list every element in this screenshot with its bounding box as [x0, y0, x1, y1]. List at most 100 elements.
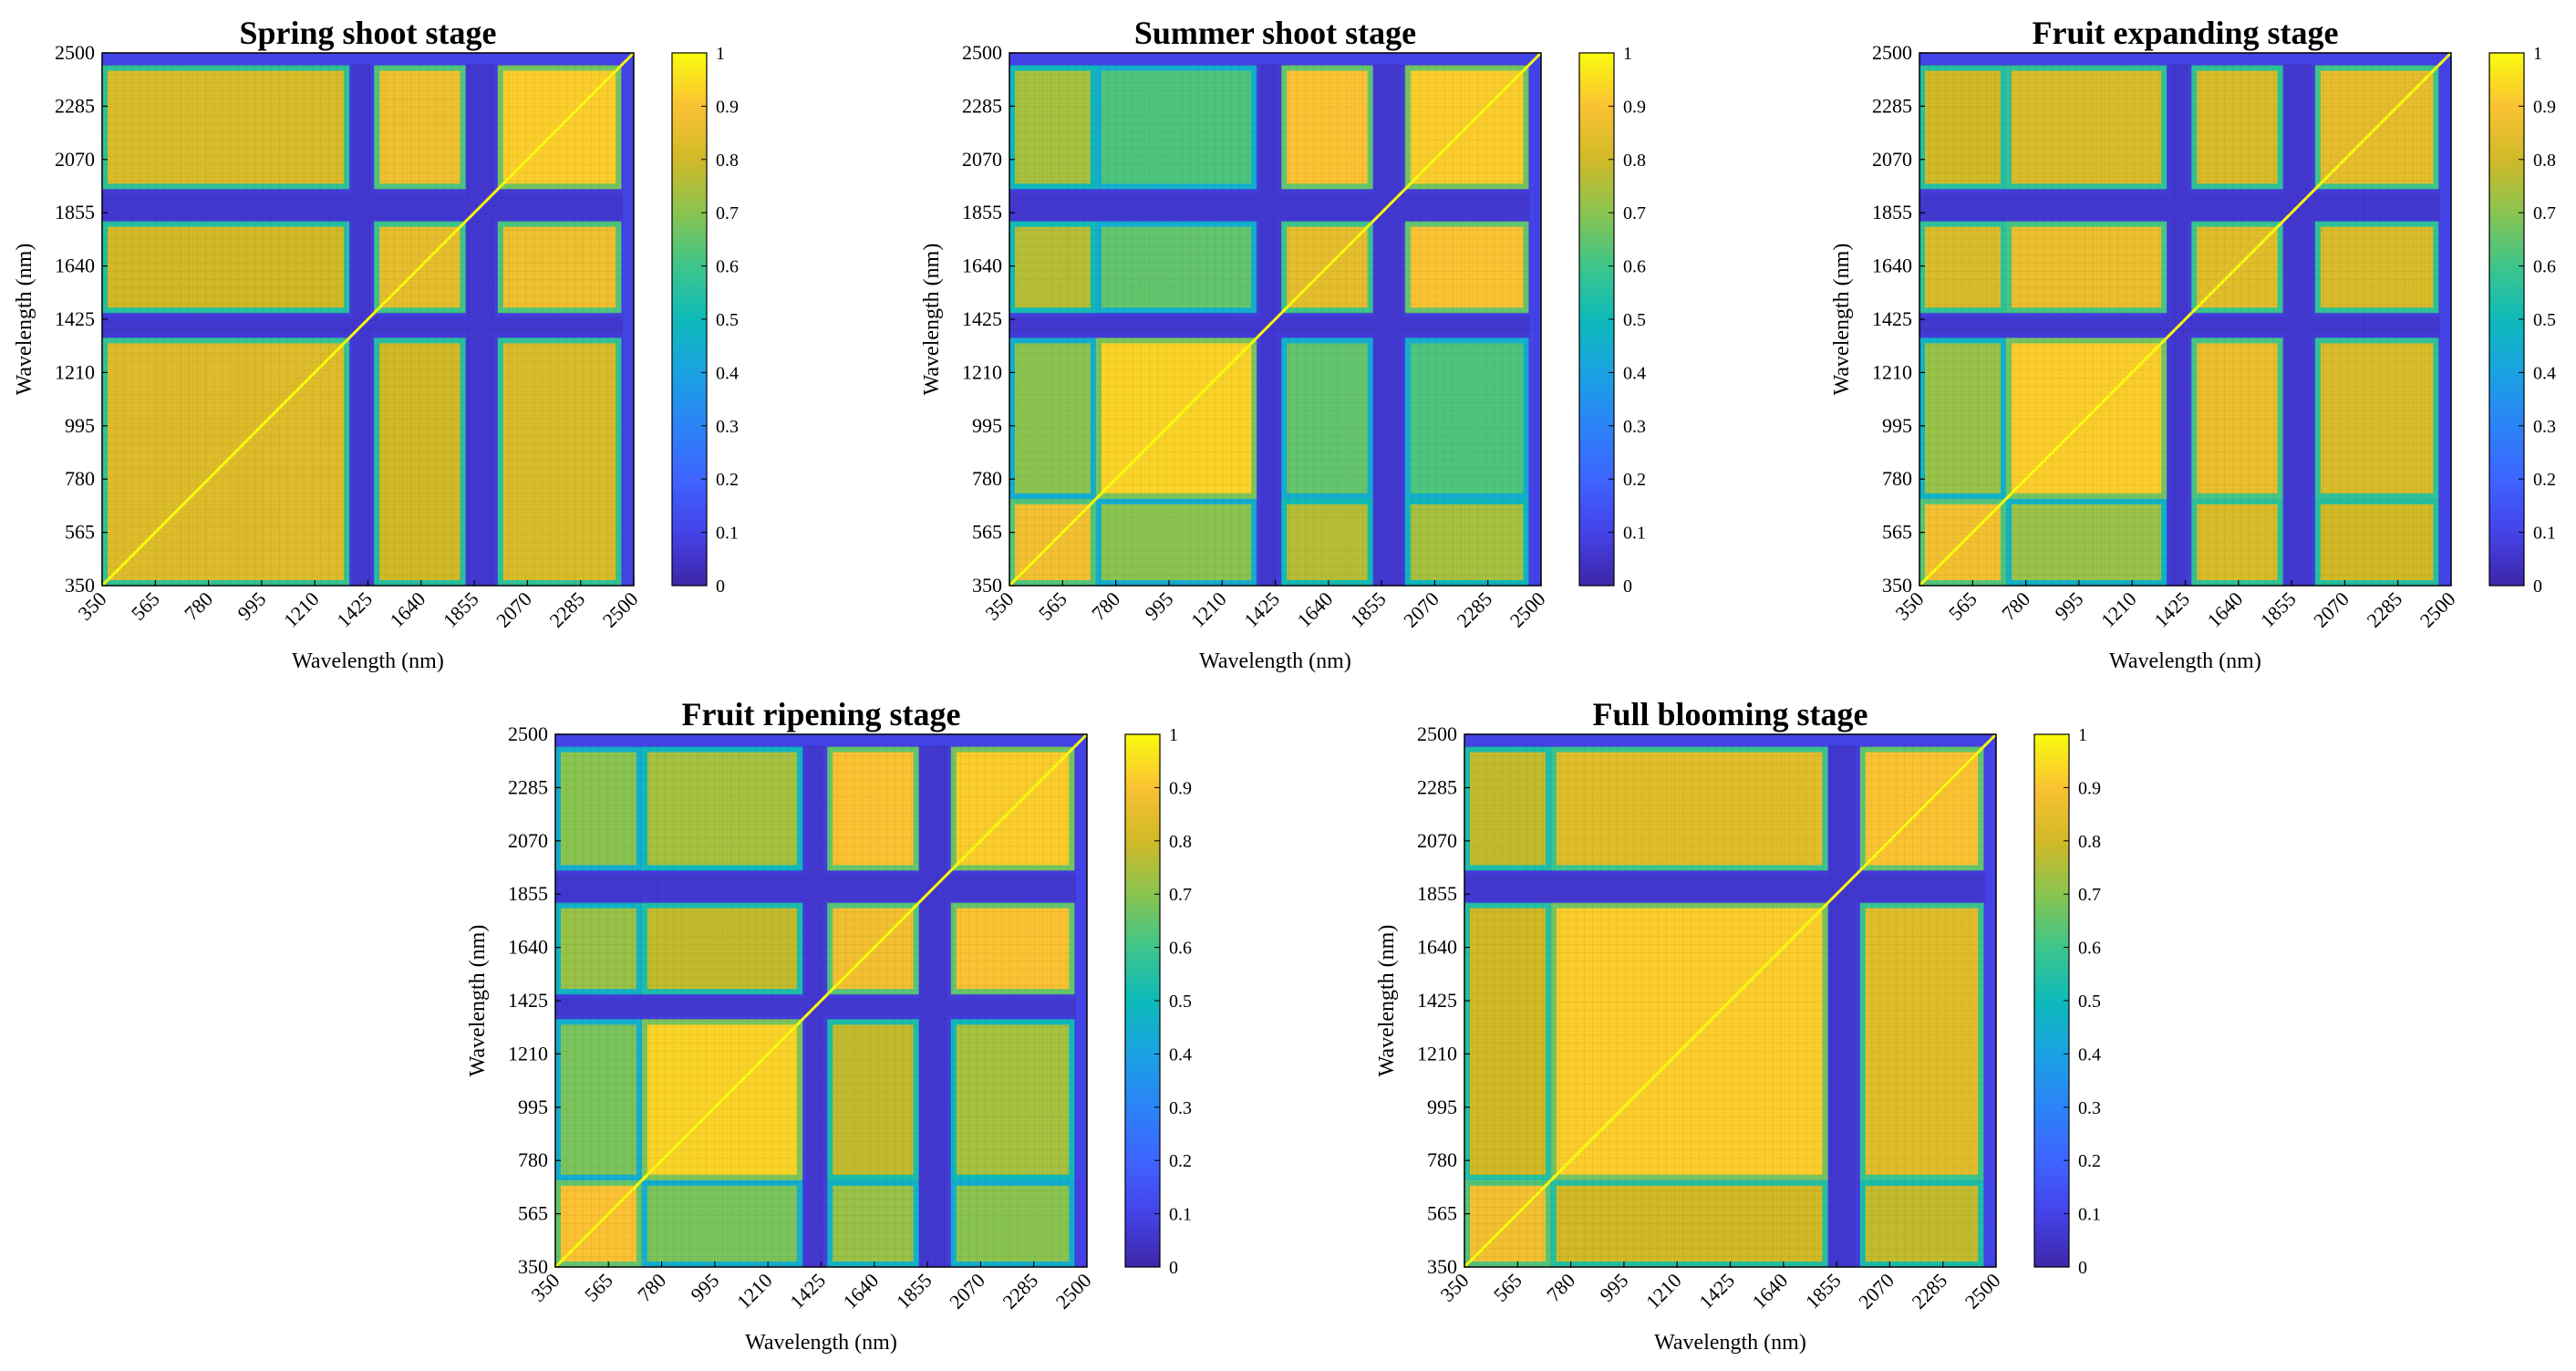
colorbar-tick-label: 0.9: [1623, 97, 1646, 117]
y-tick-label: 1855: [508, 882, 548, 905]
x-tick-label: 1640: [839, 1269, 884, 1314]
heatmap-panel-4: 3503505655657807809959951210121014251425…: [466, 696, 1192, 1355]
x-tick-label: 780: [180, 587, 217, 625]
y-tick-label: 350: [1427, 1255, 1457, 1278]
y-tick-label: 350: [1882, 574, 1912, 597]
panel-title: Full blooming stage: [1592, 696, 1867, 732]
colorbar-tick-label: 0.2: [2533, 470, 2556, 490]
x-tick-label: 2285: [2362, 587, 2406, 632]
colorbar-tick-label: 0.6: [1623, 257, 1646, 277]
y-tick-label: 1425: [1417, 989, 1457, 1012]
y-tick-label: 350: [518, 1255, 548, 1278]
y-tick-label: 565: [65, 521, 95, 544]
colorbar-tick-label: 0.8: [2533, 151, 2556, 171]
heatmap-panel-5: 3503505655657807809959951210121014251425…: [1375, 696, 2101, 1355]
colorbar-tick-label: 0.1: [1169, 1205, 1192, 1225]
y-tick-label: 995: [1427, 1096, 1457, 1118]
y-tick-label: 2500: [508, 722, 548, 745]
x-tick-label: 1640: [1748, 1269, 1793, 1314]
x-axis-label: Wavelength (nm): [745, 1331, 897, 1355]
y-tick-label: 995: [972, 414, 1002, 437]
x-tick-label: 2500: [2416, 587, 2460, 632]
y-axis-label: Wavelength (nm): [466, 925, 490, 1077]
colorbar-tick-label: 0.8: [716, 151, 739, 171]
x-axis-label: Wavelength (nm): [1654, 1331, 1806, 1355]
colorbar-tick-label: 0: [1169, 1258, 1178, 1278]
colorbar-tick-label: 0.3: [2533, 417, 2556, 437]
x-tick-label: 1425: [332, 587, 377, 632]
x-tick-label: 565: [580, 1269, 617, 1306]
y-tick-label: 1855: [1417, 882, 1457, 905]
colorbar: [671, 52, 708, 587]
y-tick-label: 2070: [508, 829, 548, 852]
x-tick-label: 2285: [998, 1269, 1042, 1314]
colorbar-tick-label: 0.9: [2078, 778, 2101, 798]
colorbar-tick-label: 0.3: [1169, 1098, 1192, 1118]
mesh-overlay: [1919, 53, 2451, 586]
y-tick-label: 1425: [962, 307, 1002, 330]
x-tick-label: 1855: [1346, 587, 1391, 632]
x-tick-label: 780: [1542, 1269, 1579, 1306]
colorbar-tick-label: 0.1: [716, 524, 739, 544]
y-tick-label: 2285: [1417, 775, 1457, 798]
colorbar-tick-label: 0.9: [2533, 97, 2556, 117]
x-tick-label: 1425: [2149, 587, 2194, 632]
x-tick-label: 1425: [1694, 1269, 1739, 1314]
x-tick-label: 1425: [1239, 587, 1284, 632]
x-tick-label: 780: [633, 1269, 670, 1306]
colorbar-tick-label: 1: [2078, 725, 2087, 745]
y-tick-label: 1640: [962, 254, 1002, 277]
x-tick-label: 2285: [1907, 1269, 1951, 1314]
x-tick-label: 2070: [491, 587, 536, 632]
y-tick-label: 565: [518, 1202, 548, 1225]
y-tick-label: 1425: [508, 989, 548, 1012]
colorbar-tick-label: 0.2: [1623, 470, 1646, 490]
mesh-overlay: [1464, 734, 1996, 1267]
colorbar-tick-label: 0.9: [1169, 778, 1192, 798]
x-tick-label: 780: [1087, 587, 1124, 625]
y-tick-label: 995: [518, 1096, 548, 1118]
y-tick-label: 565: [1427, 1202, 1457, 1225]
colorbar-tick-label: 0.6: [2533, 257, 2556, 277]
colorbar-tick-label: 0.4: [716, 363, 739, 383]
y-tick-label: 350: [972, 574, 1002, 597]
heatmap-panel-1: 3503505655657807809959951210121014251425…: [13, 15, 739, 673]
colorbar-tick-label: 0.4: [1623, 363, 1646, 383]
y-tick-label: 780: [972, 467, 1002, 490]
x-tick-label: 780: [1997, 587, 2034, 625]
colorbar-tick-label: 0.5: [1169, 992, 1192, 1012]
x-tick-label: 995: [2050, 587, 2087, 625]
y-tick-label: 2070: [55, 148, 95, 171]
x-tick-label: 1640: [386, 587, 430, 632]
colorbar-tick-label: 0.7: [1169, 885, 1192, 905]
y-tick-label: 350: [65, 574, 95, 597]
x-tick-label: 1855: [439, 587, 483, 632]
x-tick-label: 1210: [732, 1269, 777, 1314]
x-tick-label: 2500: [1960, 1269, 2005, 1314]
heatmap-panel-2: 3503505655657807809959951210121014251425…: [920, 15, 1646, 673]
heatmap-panel-3: 3503505655657807809959951210121014251425…: [1830, 15, 2556, 673]
y-tick-label: 1640: [1872, 254, 1912, 277]
y-tick-label: 1640: [1417, 936, 1457, 959]
y-tick-label: 2500: [962, 41, 1002, 64]
y-tick-label: 780: [1427, 1148, 1457, 1171]
y-tick-label: 2285: [55, 94, 95, 117]
colorbar-tick-label: 1: [1623, 44, 1632, 64]
panel-title: Fruit ripening stage: [682, 696, 961, 732]
colorbar: [2033, 733, 2070, 1268]
colorbar-tick-label: 0.5: [716, 310, 739, 330]
x-tick-label: 995: [233, 587, 270, 625]
y-tick-label: 1425: [1872, 307, 1912, 330]
y-tick-label: 1210: [55, 360, 95, 383]
panel-title: Fruit expanding stage: [2032, 15, 2338, 51]
colorbar-tick-label: 0.4: [1169, 1044, 1192, 1065]
colorbar-tick-label: 0.7: [2533, 203, 2556, 223]
colorbar-tick-label: 0.7: [716, 203, 739, 223]
y-tick-label: 1210: [1872, 360, 1912, 383]
colorbar-tick-label: 1: [716, 44, 725, 64]
colorbar-tick-label: 0.3: [1623, 417, 1646, 437]
x-axis-label: Wavelength (nm): [2109, 649, 2261, 673]
x-tick-label: 2070: [945, 1269, 989, 1314]
x-tick-label: 1210: [1186, 587, 1231, 632]
y-tick-label: 1210: [508, 1042, 548, 1065]
